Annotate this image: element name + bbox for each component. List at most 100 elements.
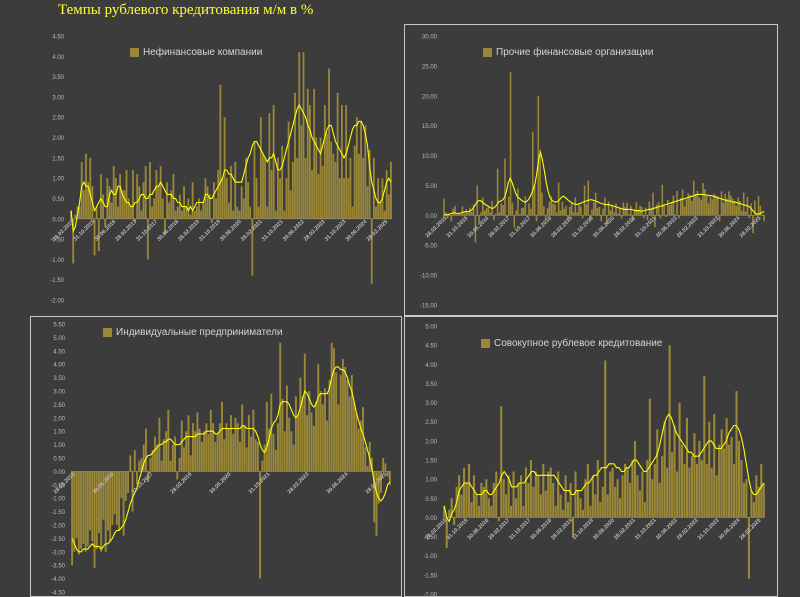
data-bar bbox=[535, 215, 538, 222]
data-bar bbox=[673, 425, 676, 518]
data-bar bbox=[763, 215, 765, 222]
data-bar bbox=[519, 214, 521, 216]
data-bar bbox=[241, 404, 244, 472]
data-bar bbox=[715, 195, 717, 216]
data-bar bbox=[82, 471, 85, 544]
y-tick-label: 5.50 bbox=[53, 323, 65, 329]
data-bar bbox=[168, 202, 171, 219]
data-bar bbox=[95, 206, 98, 219]
data-bar bbox=[591, 209, 593, 216]
data-bar bbox=[541, 192, 543, 216]
y-tick-label: 2.00 bbox=[52, 136, 64, 142]
data-bar bbox=[193, 210, 196, 219]
data-bar bbox=[676, 471, 679, 518]
data-bar bbox=[285, 385, 288, 472]
x-date-label: 30.06.2016 bbox=[467, 518, 491, 542]
data-bar bbox=[169, 460, 172, 472]
data-bar bbox=[465, 482, 468, 518]
y-tick-label: 3.00 bbox=[53, 390, 65, 396]
data-bar bbox=[302, 52, 305, 219]
data-bar bbox=[234, 417, 237, 472]
data-bar bbox=[153, 198, 156, 219]
data-bar bbox=[251, 218, 254, 276]
data-bar bbox=[554, 505, 557, 518]
data-bar bbox=[710, 467, 713, 518]
data-bar bbox=[144, 165, 147, 219]
y-tick-label: 5.00 bbox=[425, 184, 437, 190]
y-tick-label: 1.00 bbox=[52, 177, 64, 183]
data-bar bbox=[350, 374, 353, 472]
data-bar bbox=[149, 458, 152, 472]
data-bar bbox=[745, 479, 748, 518]
legend-label: Индивидуальные предприниматели bbox=[116, 327, 283, 338]
data-bar bbox=[238, 210, 241, 219]
y-tick-label: 3.00 bbox=[52, 95, 64, 101]
data-bar bbox=[561, 201, 564, 216]
data-bar bbox=[633, 440, 637, 518]
data-bar bbox=[122, 471, 125, 536]
data-bar bbox=[490, 505, 493, 518]
data-bar bbox=[509, 71, 512, 216]
data-bar bbox=[613, 212, 615, 216]
data-bar bbox=[332, 153, 335, 219]
data-bar bbox=[306, 415, 309, 472]
data-bar bbox=[596, 208, 599, 216]
x-date-label: 30.06.2024 bbox=[326, 471, 350, 495]
data-bar bbox=[583, 185, 586, 216]
data-bar bbox=[121, 190, 124, 219]
data-bar bbox=[496, 168, 499, 216]
legend-label: Прочие финансовые организации bbox=[496, 47, 654, 58]
data-bar bbox=[198, 428, 201, 472]
data-bar bbox=[95, 471, 98, 550]
y-tick-label: 0.50 bbox=[53, 457, 65, 463]
data-bar bbox=[511, 202, 514, 216]
data-bar bbox=[212, 423, 215, 472]
data-bar bbox=[748, 215, 751, 219]
data-bar bbox=[156, 444, 159, 472]
data-bar bbox=[644, 207, 647, 216]
data-bar bbox=[272, 433, 275, 472]
data-bar bbox=[134, 218, 136, 223]
data-bar bbox=[552, 482, 555, 518]
data-bar bbox=[138, 460, 141, 472]
data-bar bbox=[505, 494, 508, 518]
x-date-label: 31.10.2023 bbox=[697, 518, 721, 542]
data-bar bbox=[628, 214, 630, 216]
data-bar bbox=[195, 206, 198, 219]
legend-swatch bbox=[130, 48, 139, 57]
data-bar bbox=[594, 494, 597, 518]
data-bar bbox=[120, 471, 123, 499]
data-bar bbox=[338, 178, 341, 219]
data-bar bbox=[259, 471, 262, 579]
data-bar bbox=[495, 471, 498, 518]
data-bar bbox=[262, 153, 264, 219]
data-bar bbox=[624, 206, 627, 216]
data-bar bbox=[735, 391, 738, 518]
data-bar bbox=[631, 215, 634, 222]
data-bar bbox=[353, 145, 356, 219]
data-bar bbox=[163, 218, 166, 236]
data-bar bbox=[663, 205, 665, 216]
data-bar bbox=[362, 157, 365, 219]
data-bar bbox=[667, 199, 669, 216]
data-bar bbox=[285, 178, 288, 219]
x-date-label: 30.06.2022 bbox=[282, 219, 306, 243]
data-bar bbox=[136, 471, 138, 485]
data-bar bbox=[475, 494, 478, 518]
x-date-label: 31.10.2021 bbox=[261, 219, 285, 243]
data-bar bbox=[614, 486, 617, 518]
x-date-label: 30.06.2020 bbox=[592, 518, 616, 542]
data-bar bbox=[604, 197, 606, 216]
data-bar bbox=[574, 197, 577, 216]
data-bar bbox=[82, 190, 85, 219]
y-tick-label: 5.00 bbox=[53, 336, 65, 342]
data-bar bbox=[270, 170, 273, 219]
data-bar bbox=[680, 444, 684, 518]
data-bar bbox=[111, 471, 114, 525]
data-bar bbox=[236, 206, 239, 219]
y-tick-label: -0.50 bbox=[50, 238, 64, 244]
data-bar bbox=[89, 157, 92, 219]
data-bar bbox=[527, 482, 530, 518]
legend-swatch bbox=[483, 48, 492, 57]
data-bar bbox=[114, 178, 117, 219]
